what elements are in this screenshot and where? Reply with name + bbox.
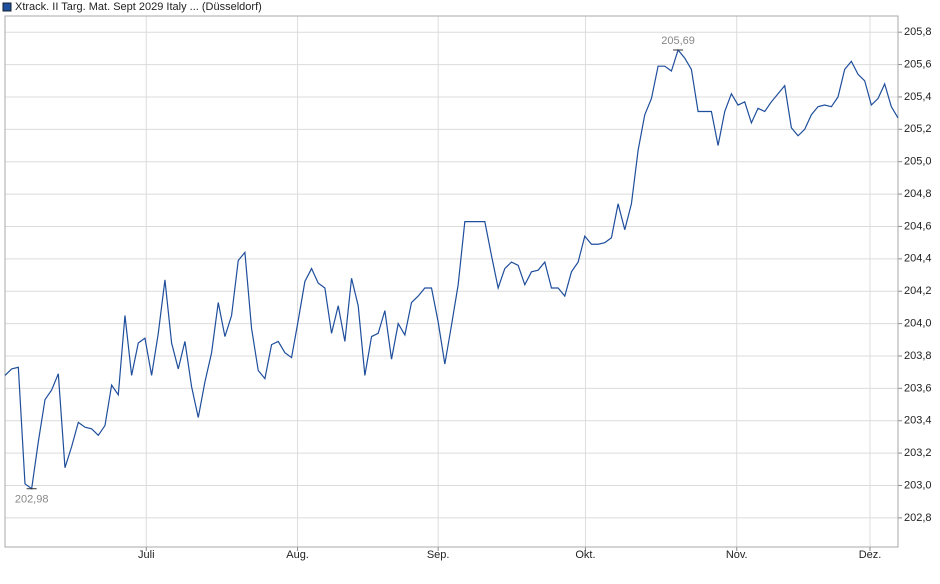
- plot-frame: [4, 15, 899, 548]
- price-line: [4, 48, 899, 490]
- y-tick-label: 205,6: [904, 58, 932, 70]
- x-tick-label: Dez.: [859, 549, 882, 561]
- y-tick-label: 205,0: [904, 156, 932, 168]
- y-tick-label: 203,0: [904, 479, 932, 491]
- y-tick-label: 202,8: [904, 512, 932, 524]
- y-tick-label: 203,4: [904, 415, 932, 427]
- legend-label: Xtrack. II Targ. Mat. Sept 2029 Italy ..…: [15, 1, 262, 13]
- y-tick-label: 205,2: [904, 123, 932, 135]
- x-tick-label: Nov.: [726, 549, 748, 561]
- value-label: 205,69: [661, 35, 695, 47]
- legend-swatch: [2, 2, 12, 12]
- y-tick-label: 204,4: [904, 253, 932, 265]
- value-label: 202,98: [15, 494, 49, 506]
- y-tick-label: 205,4: [904, 91, 932, 103]
- y-tick-label: 203,8: [904, 350, 932, 362]
- x-tick-label: Aug.: [286, 549, 309, 561]
- x-tick-label: Okt.: [575, 549, 595, 561]
- y-tick-label: 203,2: [904, 447, 932, 459]
- y-tick-label: 204,6: [904, 220, 932, 232]
- x-tick-label: Juli: [138, 549, 155, 561]
- y-tick-label: 204,2: [904, 285, 932, 297]
- y-tick-label: 205,8: [904, 26, 932, 38]
- x-tick-label: Sep.: [427, 549, 450, 561]
- y-tick-label: 203,6: [904, 382, 932, 394]
- y-tick-label: 204,8: [904, 188, 932, 200]
- y-tick-label: 204,0: [904, 317, 932, 329]
